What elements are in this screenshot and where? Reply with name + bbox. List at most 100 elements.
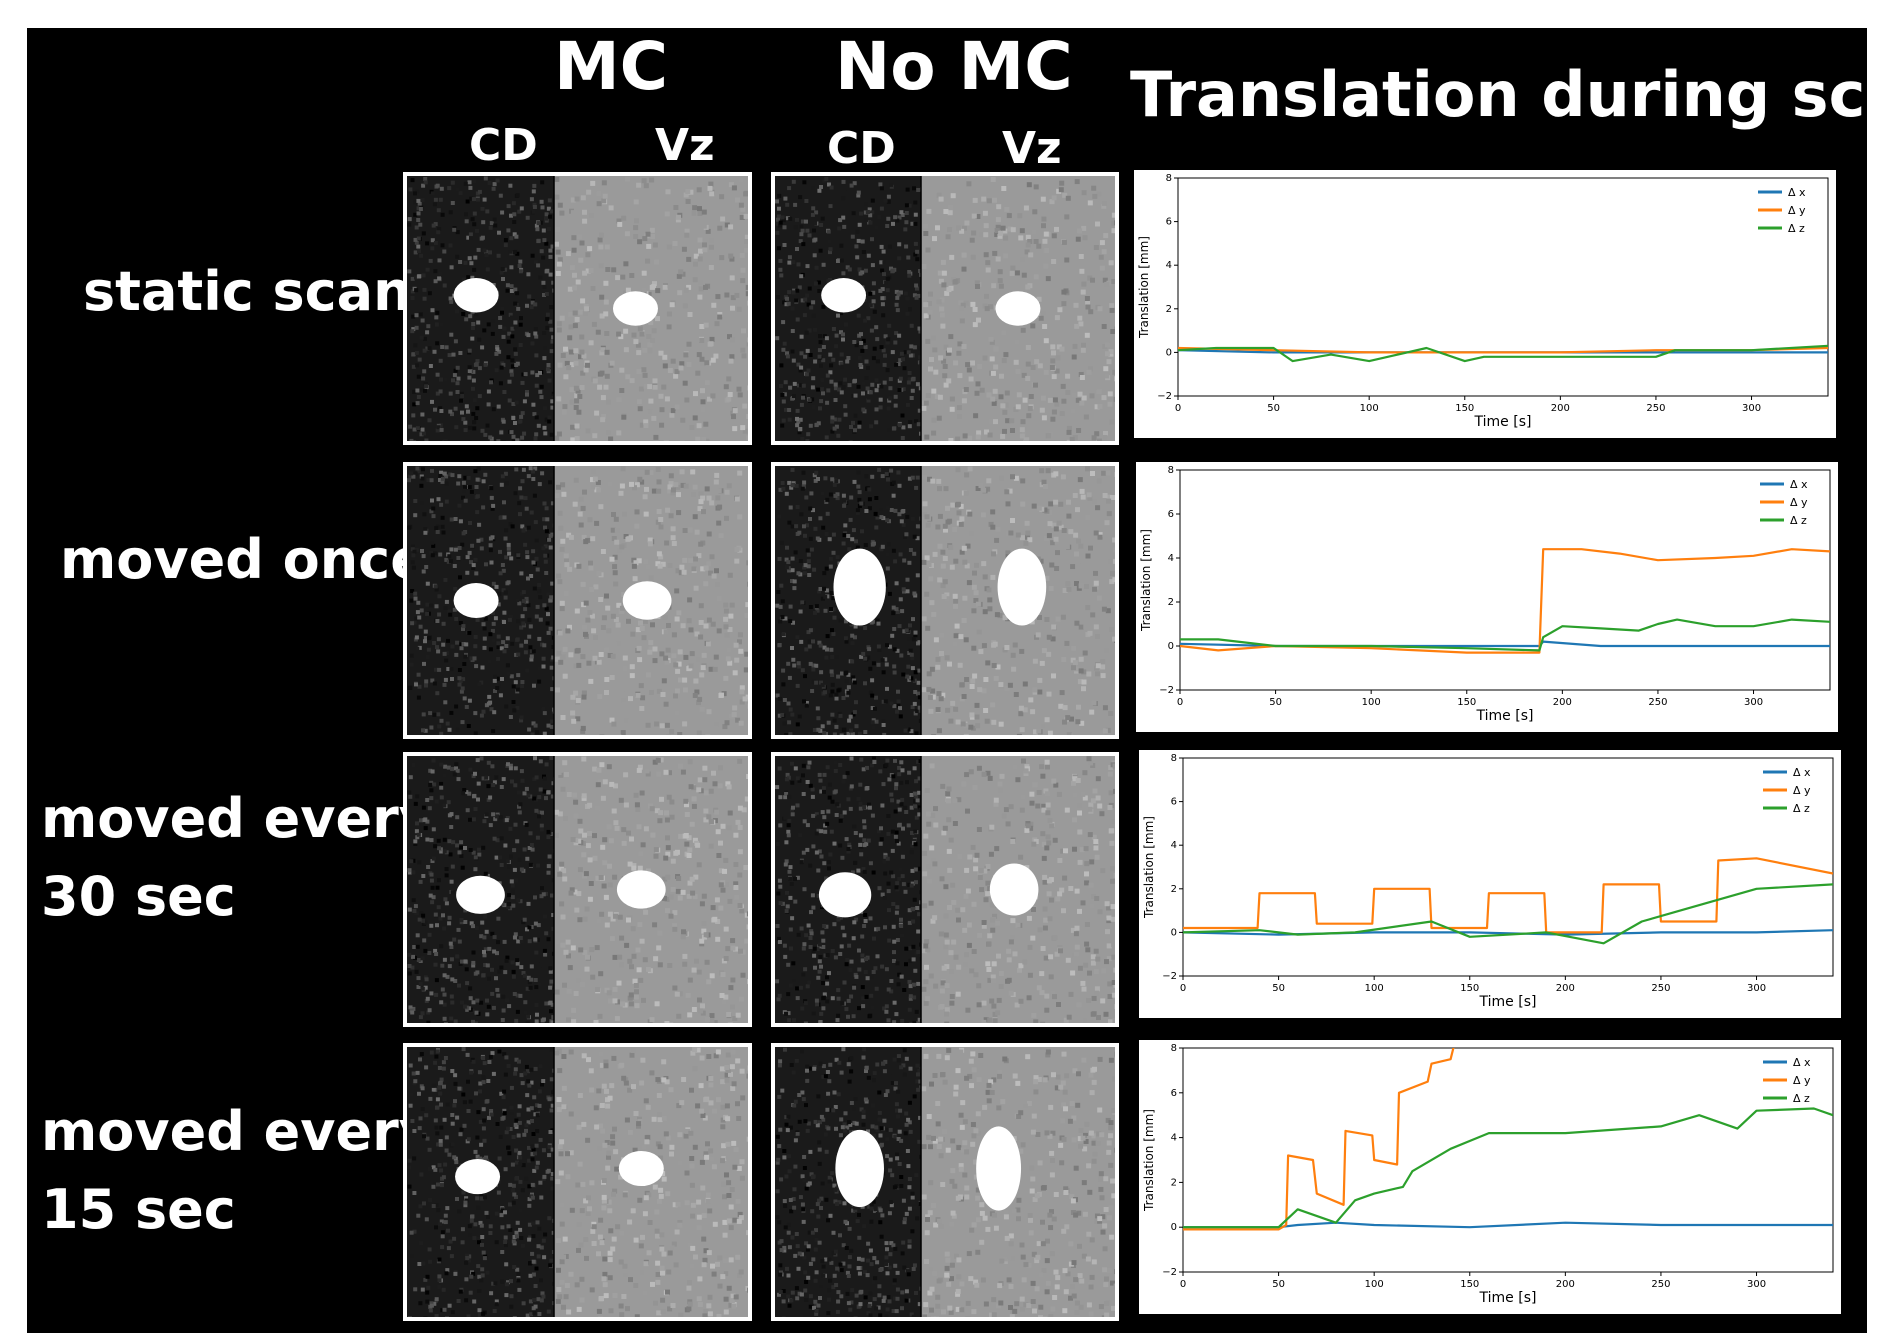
noise-pixel <box>550 1002 555 1007</box>
noise-pixel <box>878 182 883 187</box>
noise-pixel <box>511 700 516 704</box>
noise-pixel <box>415 944 420 949</box>
noise-pixel <box>534 808 539 813</box>
noise-pixel <box>688 784 694 790</box>
noise-pixel <box>443 377 448 382</box>
noise-pixel <box>1103 233 1109 239</box>
noise-pixel <box>788 732 793 735</box>
noise-pixel <box>549 305 554 310</box>
noise-pixel <box>744 796 748 802</box>
noise-pixel <box>889 701 894 706</box>
noise-pixel <box>685 199 691 204</box>
noise-pixel <box>521 528 526 533</box>
noise-pixel <box>518 343 523 347</box>
noise-pixel <box>510 960 515 965</box>
noise-pixel <box>436 497 441 502</box>
noise-pixel <box>680 417 686 423</box>
noise-pixel <box>850 633 855 638</box>
noise-pixel <box>407 971 412 976</box>
noise-pixel <box>450 1000 455 1005</box>
noise-pixel <box>497 591 502 596</box>
noise-pixel <box>476 781 481 786</box>
noise-pixel <box>675 410 681 416</box>
noise-pixel <box>670 886 676 892</box>
noise-pixel <box>782 243 787 247</box>
noise-pixel <box>533 302 538 307</box>
noise-pixel <box>587 517 593 523</box>
noise-pixel <box>430 498 434 503</box>
noise-pixel <box>604 331 610 336</box>
noise-pixel <box>931 430 937 436</box>
noise-pixel <box>700 407 706 412</box>
noise-pixel <box>593 1020 599 1023</box>
noise-pixel <box>501 994 506 999</box>
noise-pixel <box>714 674 720 680</box>
noise-pixel <box>539 827 544 832</box>
noise-pixel <box>521 599 526 604</box>
noise-pixel <box>581 353 587 359</box>
noise-pixel <box>1091 185 1097 191</box>
noise-pixel <box>716 628 722 634</box>
noise-pixel <box>556 573 562 579</box>
noise-pixel <box>1046 651 1052 657</box>
noise-pixel <box>585 268 591 274</box>
noise-pixel <box>525 392 529 397</box>
noise-pixel <box>931 388 937 394</box>
noise-pixel <box>438 473 443 478</box>
noise-pixel <box>532 493 537 498</box>
noise-pixel <box>447 727 452 732</box>
noise-pixel <box>672 910 678 916</box>
noise-pixel <box>481 845 486 850</box>
noise-pixel <box>461 791 466 796</box>
noise-pixel <box>829 829 834 834</box>
noise-pixel <box>625 287 631 293</box>
noise-pixel <box>1078 583 1084 589</box>
noise-pixel <box>1010 652 1016 658</box>
noise-pixel <box>789 485 794 490</box>
noise-pixel <box>935 664 941 670</box>
noise-pixel <box>665 908 670 914</box>
noise-pixel <box>1093 580 1099 586</box>
vessel-blob-vz <box>612 291 658 326</box>
noise-pixel <box>799 926 804 931</box>
noise-pixel <box>981 196 987 202</box>
noise-pixel <box>857 490 862 495</box>
noise-pixel <box>576 563 582 569</box>
noise-pixel <box>557 579 563 585</box>
noise-pixel <box>425 346 430 351</box>
noise-pixel <box>917 326 922 331</box>
noise-pixel <box>691 210 697 216</box>
noise-pixel <box>523 496 528 501</box>
noise-pixel <box>728 253 734 259</box>
noise-pixel <box>446 800 451 805</box>
noise-pixel <box>711 573 717 579</box>
noise-pixel <box>1101 470 1107 476</box>
noise-pixel <box>455 365 460 370</box>
noise-pixel <box>411 364 416 369</box>
noise-pixel <box>668 513 674 519</box>
noise-pixel <box>1020 419 1026 425</box>
noise-pixel <box>822 334 827 339</box>
noise-pixel <box>945 505 950 511</box>
noise-pixel <box>947 227 953 233</box>
noise-pixel <box>522 973 527 978</box>
noise-pixel <box>692 693 698 698</box>
noise-pixel <box>806 432 811 437</box>
noise-pixel <box>463 555 468 560</box>
noise-pixel <box>473 731 478 735</box>
noise-pixel <box>415 610 420 615</box>
vessel-blob-vz <box>622 581 672 620</box>
noise-pixel <box>783 862 788 867</box>
noise-pixel <box>914 419 919 424</box>
noise-pixel <box>479 756 484 761</box>
noise-pixel <box>925 247 931 253</box>
noise-pixel <box>592 855 598 861</box>
noise-pixel <box>686 666 692 672</box>
noise-pixel <box>459 845 463 850</box>
noise-pixel <box>894 581 899 586</box>
noise-pixel <box>546 835 551 840</box>
noise-pixel <box>520 380 525 385</box>
noise-pixel <box>1037 689 1043 695</box>
noise-pixel <box>781 347 786 352</box>
noise-pixel <box>485 1012 490 1017</box>
